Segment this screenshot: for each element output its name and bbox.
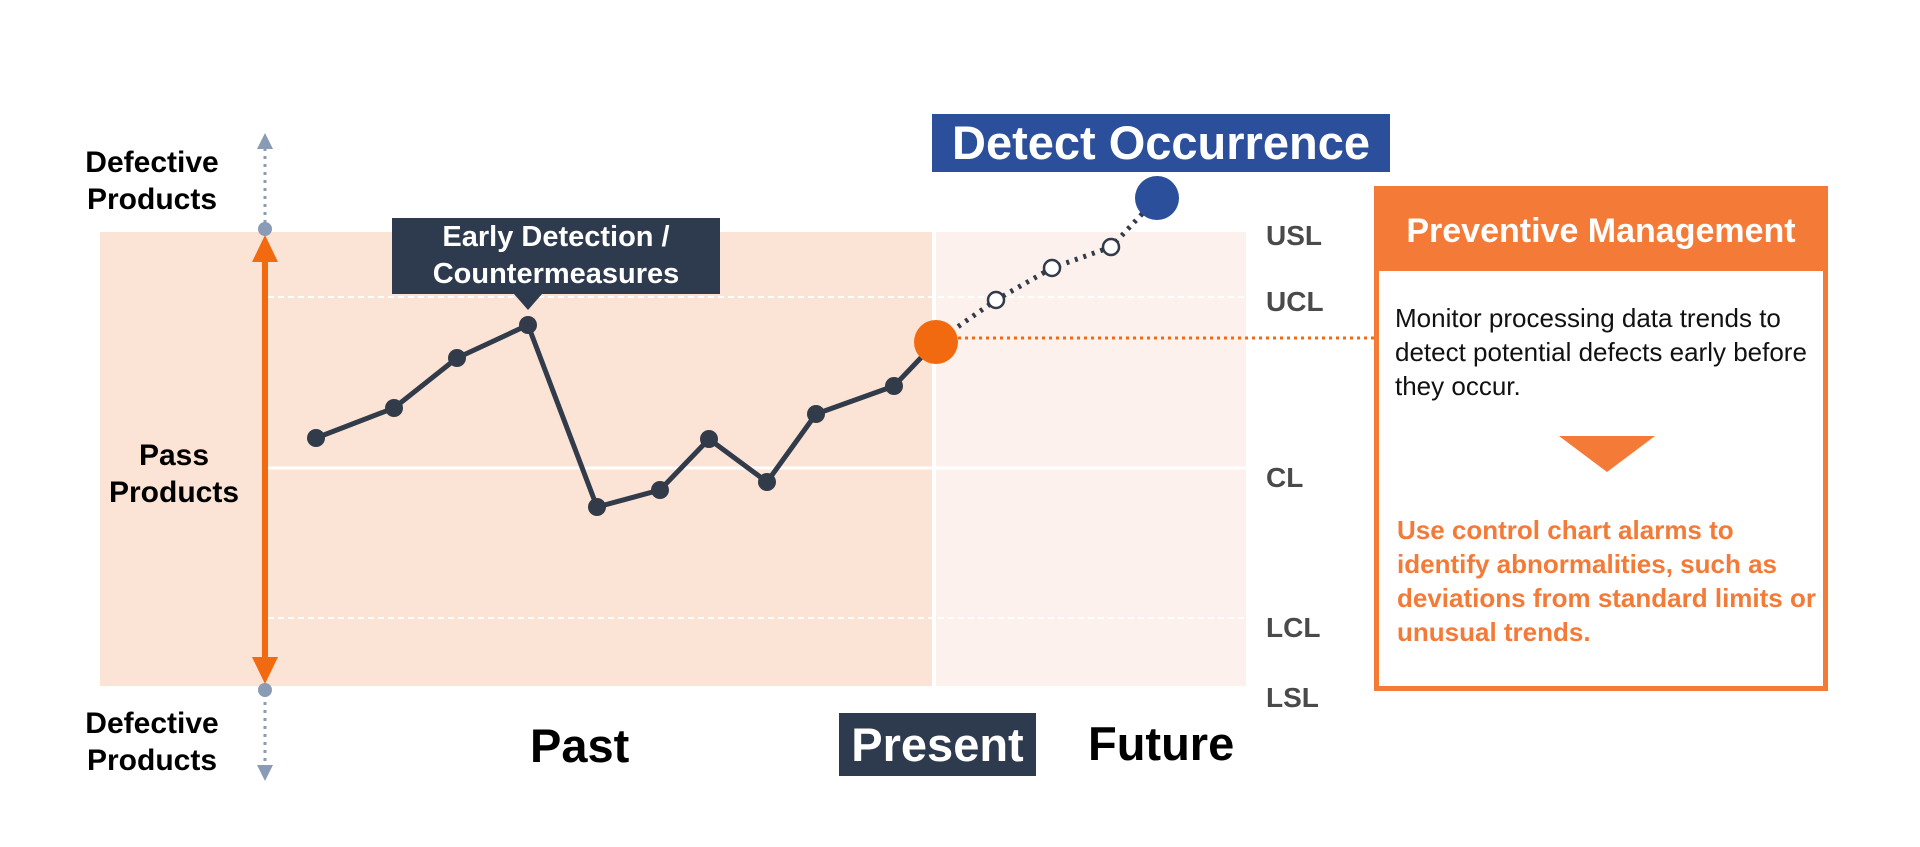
lsl-label: LSL — [1266, 682, 1319, 713]
panel-description: Monitor processing data trends to detect… — [1395, 303, 1807, 401]
axis-bottom-dot — [258, 683, 272, 697]
occurrence-point — [1135, 176, 1179, 220]
data-point — [651, 481, 669, 499]
cl-label: CL — [1266, 462, 1304, 493]
data-point — [519, 316, 537, 334]
defective-top-label: Defective Products — [85, 146, 219, 216]
forecast-point — [986, 290, 1006, 310]
callout-pointer — [514, 294, 542, 310]
forecast-point — [1101, 237, 1121, 257]
data-point — [807, 405, 825, 423]
axis-top-arrowhead — [257, 133, 273, 149]
past-region — [100, 232, 932, 686]
detect-occurrence-title: Detect Occurrence — [932, 114, 1390, 172]
lcl-label: LCL — [1266, 612, 1321, 643]
present-label: Present — [839, 713, 1036, 776]
ucl-label: UCL — [1266, 286, 1324, 317]
data-point — [385, 399, 403, 417]
data-point — [448, 349, 466, 367]
data-point — [758, 473, 776, 491]
defective-bottom-label: Defective Products — [85, 707, 219, 777]
down-arrow-icon — [1559, 436, 1655, 472]
future-label: Future — [1088, 717, 1235, 770]
preventive-management-panel: Preventive Management Monitor processing… — [1374, 186, 1828, 691]
past-data-points — [307, 316, 903, 516]
panel-title: Preventive Management — [1379, 191, 1823, 271]
panel-note: Use control chart alarms to identify abn… — [1397, 515, 1816, 647]
present-point — [914, 320, 958, 364]
data-point — [885, 377, 903, 395]
pass-arrowhead-bottom — [252, 657, 278, 684]
data-point — [588, 498, 606, 516]
axis-top-dot — [258, 222, 272, 236]
past-label: Past — [530, 719, 630, 772]
future-data-points — [986, 237, 1121, 310]
pass-arrowhead-top — [252, 235, 278, 262]
axis-bottom-arrowhead — [257, 765, 273, 781]
usl-label: USL — [1266, 220, 1322, 251]
forecast-point — [1042, 258, 1062, 278]
early-detection-callout: Early Detection / Countermeasures — [392, 218, 720, 294]
data-point — [700, 430, 718, 448]
future-region — [936, 232, 1246, 686]
data-point — [307, 429, 325, 447]
pass-products-label: Pass Products — [108, 439, 240, 509]
